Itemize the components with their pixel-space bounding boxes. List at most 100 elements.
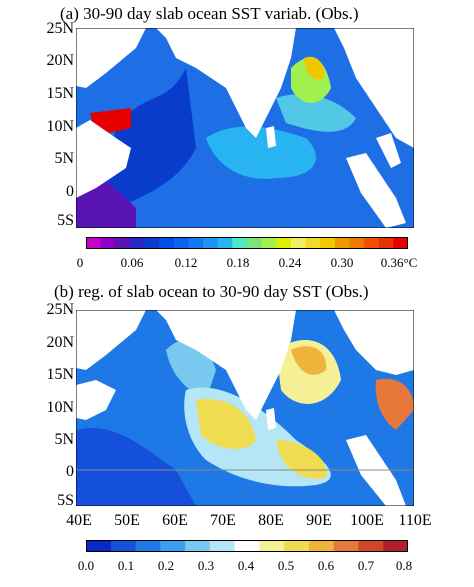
panel-a-land-srilanka — [266, 126, 276, 148]
panel-a-colorbar-swatch-4 — [144, 237, 160, 249]
panel-a-land-arabia — [76, 28, 146, 88]
panel-a-colorbar-swatch-13 — [276, 237, 292, 249]
panel-b-lat-15n: 15N — [46, 366, 74, 383]
panel-b-land-indochina — [334, 310, 414, 375]
panel-b-cb-label-4: 0.4 — [237, 558, 255, 573]
panel-b-colorbar-swatch-12 — [383, 540, 408, 552]
panel-a-title: (a) 30-90 day slab ocean SST variab. (Ob… — [60, 4, 359, 23]
panel-a-colorbar-swatch-6 — [173, 237, 189, 249]
panel-b-map — [76, 310, 414, 506]
panel-a-lat-5s: 5S — [57, 212, 74, 229]
panel-b-cb-label-0: 0.0 — [77, 558, 95, 573]
panel-a-field-low — [96, 68, 196, 218]
panel-b-colorbar-swatch-11 — [358, 540, 384, 552]
panel-b-lat-5n: 5N — [54, 431, 74, 448]
panel-b-colorbar-border — [86, 540, 408, 552]
panel-a-colorbar-border — [86, 237, 408, 249]
panel-a-colorbar-swatch-14 — [290, 237, 307, 249]
panel-a-colorbar-swatch-5 — [159, 237, 175, 249]
panel-b-field-yellow — [196, 399, 256, 450]
panel-a-colorbar-swatch-9 — [217, 237, 233, 249]
panel-b-lat-20n: 20N — [46, 334, 74, 351]
panel-b-cb-label-1: 0.1 — [117, 558, 135, 573]
panel-b-cb-label-6: 0.6 — [317, 558, 335, 573]
panel-b-colorbar-swatch-9 — [308, 540, 335, 552]
panel-b-colorbar-swatch-0 — [86, 540, 112, 552]
panel-b-land-india — [156, 310, 296, 420]
panel-a-colorbar-swatch-12 — [261, 237, 277, 249]
panel-a-cb-label-6: 0.36°C — [380, 255, 418, 270]
panel-b-lat-10n: 10N — [46, 399, 74, 416]
panel-a-cb-label-2: 0.12 — [174, 255, 198, 270]
panel-a-lat-25n: 25N — [46, 20, 74, 37]
panel-a-cb-label-1: 0.06 — [120, 255, 144, 270]
panel-b-land-africa — [76, 380, 116, 420]
panel-a-field-mid — [206, 126, 316, 179]
panel-b-colorbar-swatch-10 — [333, 540, 359, 552]
panel-b-colorbar-swatch-7 — [259, 540, 285, 552]
panel-b-field-deep — [76, 428, 196, 506]
panel-a-colorbar-swatch-19 — [364, 237, 380, 249]
panel-a-colorbar-swatch-20 — [378, 237, 394, 249]
panel-a-colorbar — [86, 237, 408, 249]
panel-b-lon-80e: 80E — [258, 512, 284, 529]
panel-b-lon-60e: 60E — [162, 512, 188, 529]
panel-b-field-yellow2 — [276, 440, 327, 479]
panel-b-cb-label-3: 0.3 — [197, 558, 215, 573]
panel-a-lat-10n: 10N — [46, 118, 74, 135]
panel-b-colorbar-swatch-1 — [110, 540, 137, 552]
panel-a-colorbar-swatch-8 — [203, 237, 219, 249]
panel-b-colorbar-swatch-4 — [185, 540, 211, 552]
panel-b-field-bay-peak — [291, 346, 327, 375]
panel-b-lon-90e: 90E — [306, 512, 332, 529]
panel-b-colorbar-swatch-8 — [284, 540, 310, 552]
panel-b-colorbar-swatch-3 — [160, 540, 186, 552]
panel-a-land-sumatra — [346, 153, 406, 228]
panel-a-colorbar-swatch-15 — [305, 237, 321, 249]
panel-a-colorbar-swatch-10 — [232, 237, 248, 249]
panel-a-lat-15n: 15N — [46, 85, 74, 102]
panel-b-lat-0: 0 — [66, 463, 74, 480]
panel-b-lon-50e: 50E — [114, 512, 140, 529]
panel-b-cb-label-8: 0.8 — [395, 558, 413, 573]
panel-a-colorbar-swatch-21 — [393, 237, 408, 249]
panel-b-lon-100e: 100E — [350, 512, 384, 529]
panel-b-cb-label-2: 0.2 — [157, 558, 175, 573]
panel-a-land-india — [156, 28, 296, 138]
panel-b-colorbar-swatch-6 — [234, 540, 260, 552]
panel-b-lon-70e: 70E — [210, 512, 236, 529]
panel-a-colorbar-swatch-3 — [129, 237, 146, 249]
panel-a-land-africa — [76, 120, 131, 198]
panel-a-colorbar-swatch-0 — [86, 237, 102, 249]
panel-b-lon-110e: 110E — [398, 512, 432, 529]
panel-a-lat-5n: 5N — [54, 150, 74, 167]
panel-a-colorbar-swatch-16 — [320, 237, 336, 249]
panel-a-colorbar-swatch-18 — [349, 237, 365, 249]
panel-b-lat-5s: 5S — [57, 492, 74, 509]
panel-a-field-mid2 — [276, 94, 356, 132]
panel-a-cb-label-0: 0 — [76, 255, 84, 270]
panel-a-colorbar-swatch-7 — [188, 237, 204, 249]
panel-a-cb-label-5: 0.30 — [330, 255, 354, 270]
panel-a-colorbar-swatch-2 — [115, 237, 131, 249]
panel-b-colorbar — [86, 540, 408, 552]
panel-b-title: (b) reg. of slab ocean to 30-90 day SST … — [54, 282, 369, 301]
panel-b-cb-label-5: 0.5 — [277, 558, 295, 573]
panel-a-field-peak — [304, 56, 325, 80]
panel-a-land-malay — [376, 133, 401, 168]
panel-b-cb-label-7: 0.7 — [357, 558, 375, 573]
panel-a-lat-20n: 20N — [46, 52, 74, 69]
panel-a-land-indochina — [334, 28, 414, 148]
panel-a-lat-0: 0 — [66, 183, 74, 200]
panel-b-field-andaman — [375, 378, 414, 430]
panel-b-colorbar-swatch-2 — [135, 540, 161, 552]
panel-a-colorbar-swatch-17 — [334, 237, 350, 249]
panel-b-land-srilanka — [266, 408, 276, 430]
panel-a-cb-label-4: 0.24 — [278, 255, 302, 270]
panel-b-lon-40e: 40E — [66, 512, 92, 529]
panel-a-colorbar-swatch-1 — [100, 237, 116, 249]
panel-b-land-arabia — [76, 310, 146, 370]
panel-b-lat-25n: 25N — [46, 301, 74, 318]
panel-b-colorbar-swatch-5 — [209, 540, 236, 552]
panel-a-colorbar-swatch-11 — [247, 237, 263, 249]
